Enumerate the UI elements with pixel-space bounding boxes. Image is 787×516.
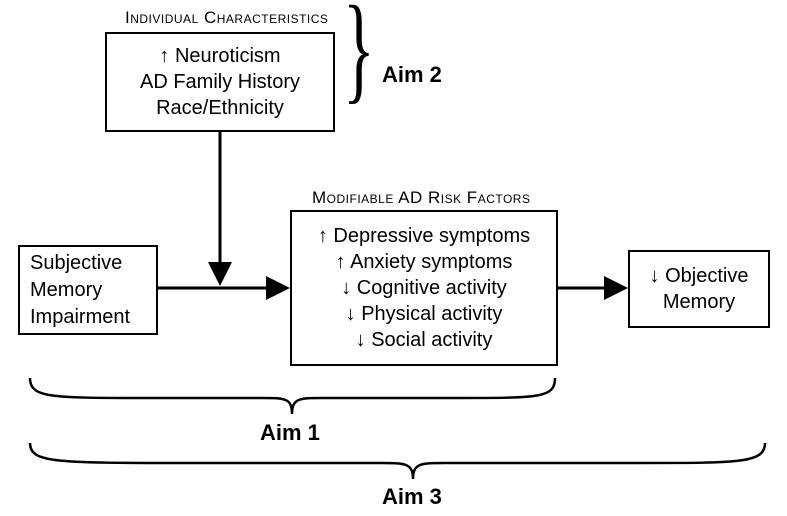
rf-line-3: ↓ Cognitive activity: [341, 275, 507, 301]
aim3-label: Aim 3: [382, 484, 442, 510]
diagram-canvas: Individual Characteristics ↑ Neuroticism…: [0, 0, 787, 516]
aim1-brace-icon: [30, 378, 555, 414]
rf-line-2: ↑ Anxiety symptoms: [336, 249, 513, 275]
smi-box: Subjective Memory Impairment: [18, 245, 158, 335]
aim2-label: Aim 2: [382, 62, 442, 88]
rf-line-5: ↓ Social activity: [356, 327, 493, 353]
aim2-brace-icon: }: [343, 0, 375, 108]
rf-line-1: ↑ Depressive symptoms: [318, 223, 530, 249]
smi-line-1: Subjective: [30, 250, 122, 277]
ic-line-3: Race/Ethnicity: [156, 95, 284, 121]
aim3-brace-icon: [30, 443, 765, 479]
individual-char-box: ↑ Neuroticism AD Family History Race/Eth…: [105, 32, 335, 132]
smi-line-2: Memory: [30, 277, 102, 304]
obj-line-2: Memory: [663, 289, 735, 315]
risk-factors-label: Modifiable AD Risk Factors: [312, 188, 530, 208]
ic-line-2: AD Family History: [140, 69, 300, 95]
individual-char-label: Individual Characteristics: [125, 8, 328, 28]
ic-line-1: ↑ Neuroticism: [159, 43, 280, 69]
rf-line-4: ↓ Physical activity: [346, 301, 503, 327]
smi-line-3: Impairment: [30, 304, 130, 331]
risk-factors-box: ↑ Depressive symptoms ↑ Anxiety symptoms…: [290, 210, 558, 366]
obj-memory-box: ↓ Objective Memory: [628, 250, 770, 328]
aim1-label: Aim 1: [260, 420, 320, 446]
obj-line-1: ↓ Objective: [650, 263, 749, 289]
